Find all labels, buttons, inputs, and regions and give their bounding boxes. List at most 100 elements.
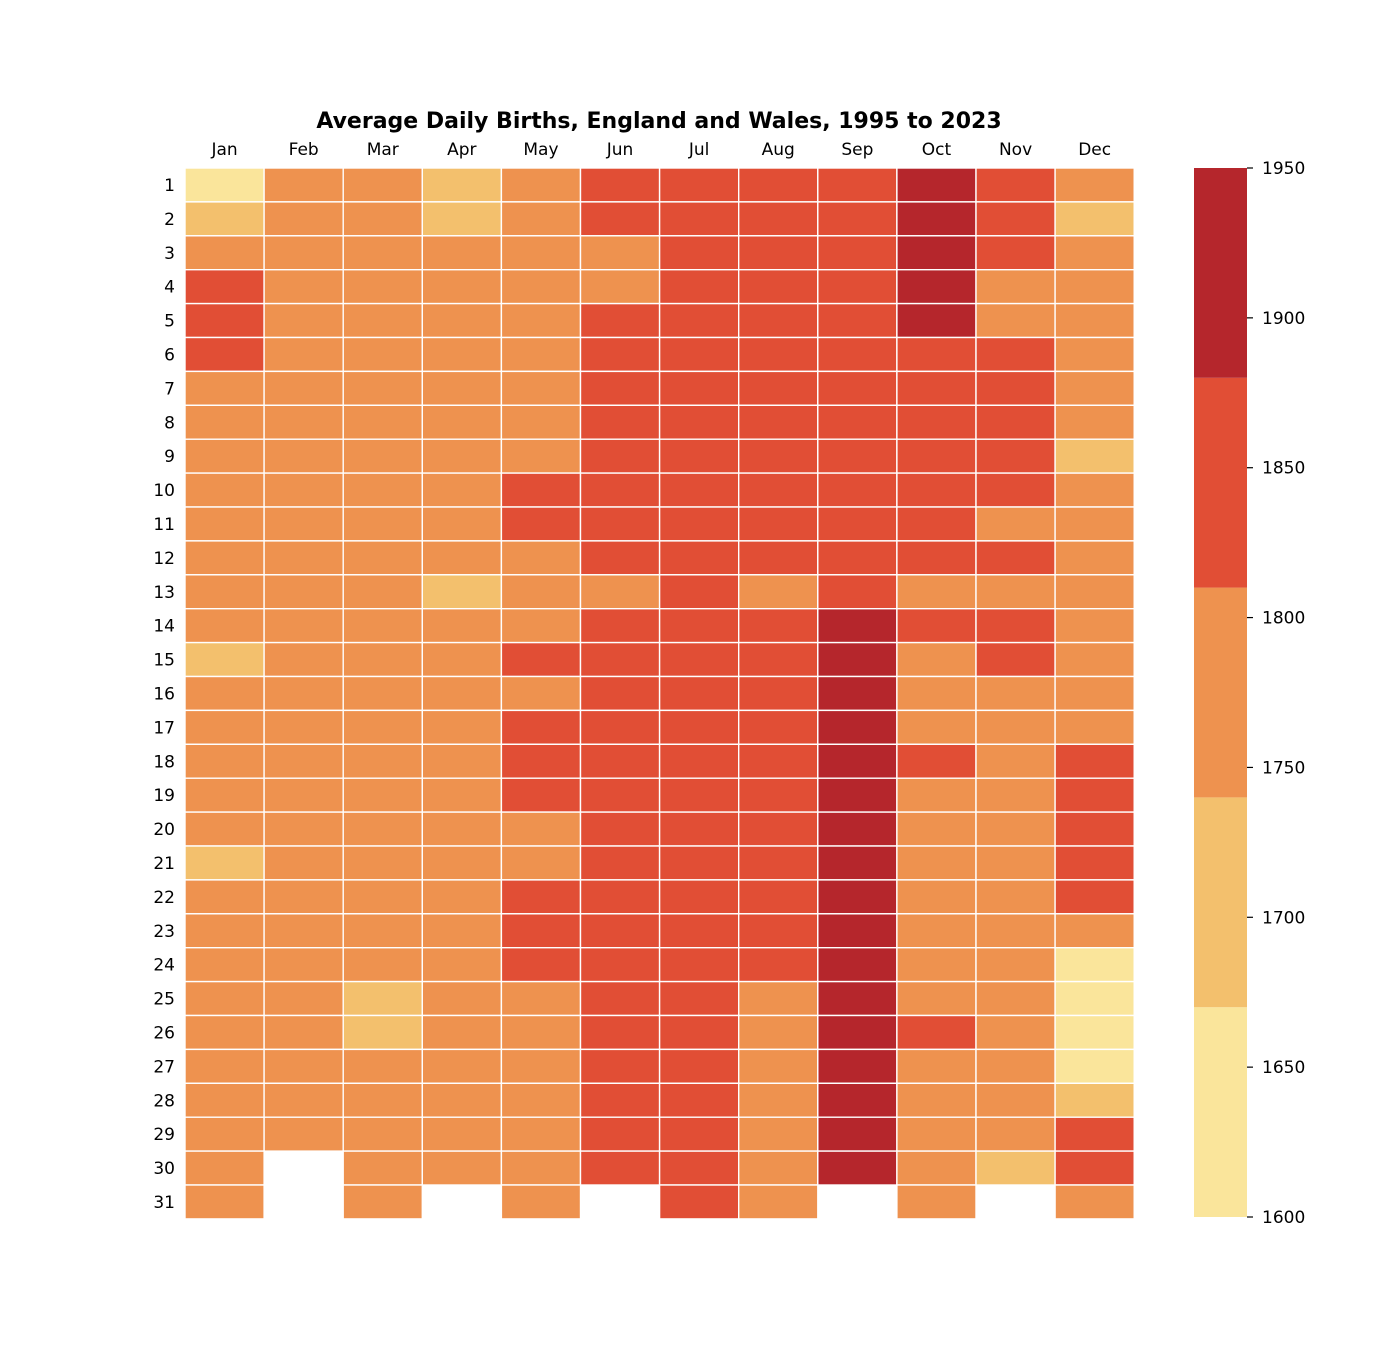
heatmap-cell-sep-29 (818, 1117, 897, 1151)
heatmap-cell-sep-10 (818, 473, 897, 507)
heatmap-cell-apr-12 (422, 541, 501, 575)
heatmap-cell-nov-4 (976, 270, 1055, 304)
heatmap-cell-oct-25 (897, 982, 976, 1016)
heatmap-cell-feb-9 (264, 439, 343, 473)
heatmap-cell-mar-3 (343, 236, 422, 270)
heatmap-cell-jun-22 (581, 880, 660, 914)
heatmap-cell-dec-26 (1055, 1016, 1134, 1050)
heatmap-cell-apr-18 (422, 744, 501, 778)
heatmap-cell-dec-27 (1055, 1049, 1134, 1083)
heatmap-cell-sep-19 (818, 778, 897, 812)
heatmap-cell-dec-6 (1055, 338, 1134, 372)
heatmap-cell-aug-6 (739, 338, 818, 372)
heatmap-cell-aug-12 (739, 541, 818, 575)
heatmap-cell-mar-14 (343, 609, 422, 643)
heatmap-cell-may-9 (501, 439, 580, 473)
heatmap-cell-sep-18 (818, 744, 897, 778)
heatmap-cell-dec-18 (1055, 744, 1134, 778)
colorbar-segment-5 (1194, 168, 1247, 378)
heatmap-cell-aug-15 (739, 643, 818, 677)
heatmap-cell-apr-9 (422, 439, 501, 473)
heatmap-cell-may-5 (501, 304, 580, 338)
heatmap-cell-apr-5 (422, 304, 501, 338)
heatmap-cell-jun-19 (581, 778, 660, 812)
heatmap-cell-aug-16 (739, 677, 818, 711)
heatmap-cell-nov-17 (976, 710, 1055, 744)
heatmap-cell-jun-5 (581, 304, 660, 338)
heatmap-cell-jun-23 (581, 914, 660, 948)
heatmap-cell-may-25 (501, 982, 580, 1016)
heatmap-cell-mar-4 (343, 270, 422, 304)
heatmap-cell-nov-5 (976, 304, 1055, 338)
day-label-16: 16 (153, 684, 175, 704)
heatmap-cell-jan-12 (185, 541, 264, 575)
heatmap-cell-mar-22 (343, 880, 422, 914)
heatmap-cell-mar-30 (343, 1151, 422, 1185)
heatmap-cell-feb-28 (264, 1083, 343, 1117)
day-label-2: 2 (164, 210, 175, 230)
heatmap-cell-may-7 (501, 371, 580, 405)
heatmap-cell-jun-1 (581, 168, 660, 202)
heatmap-cell-may-12 (501, 541, 580, 575)
heatmap-cell-sep-3 (818, 236, 897, 270)
heatmap-cell-jan-3 (185, 236, 264, 270)
heatmap-cell-jul-2 (660, 202, 739, 236)
heatmap-cell-jun-3 (581, 236, 660, 270)
heatmap-cell-jan-31 (185, 1185, 264, 1219)
month-label-jul: Jul (688, 140, 710, 160)
heatmap-cell-feb-24 (264, 948, 343, 982)
heatmap-cell-jun-10 (581, 473, 660, 507)
day-label-3: 3 (164, 244, 175, 264)
heatmap-cell-may-2 (501, 202, 580, 236)
heatmap-cell-mar-10 (343, 473, 422, 507)
heatmap-cell-feb-6 (264, 338, 343, 372)
heatmap-cell-sep-2 (818, 202, 897, 236)
heatmap-cell-mar-16 (343, 677, 422, 711)
heatmap-cell-mar-19 (343, 778, 422, 812)
heatmap-cell-jun-29 (581, 1117, 660, 1151)
heatmap-cell-nov-15 (976, 643, 1055, 677)
heatmap-cell-may-11 (501, 507, 580, 541)
heatmap-cell-jan-7 (185, 371, 264, 405)
heatmap-cell-sep-12 (818, 541, 897, 575)
heatmap-cell-aug-18 (739, 744, 818, 778)
heatmap-cell-oct-23 (897, 914, 976, 948)
heatmap-cell-may-6 (501, 338, 580, 372)
heatmap-cell-may-26 (501, 1016, 580, 1050)
heatmap-cell-jul-31 (660, 1185, 739, 1219)
heatmap-cell-jan-22 (185, 880, 264, 914)
heatmap-cell-dec-28 (1055, 1083, 1134, 1117)
colorbar-tick-label-1650: 1650 (1262, 1058, 1305, 1078)
heatmap-cell-oct-9 (897, 439, 976, 473)
heatmap-cell-nov-19 (976, 778, 1055, 812)
heatmap-cell-apr-1 (422, 168, 501, 202)
heatmap-cell-nov-1 (976, 168, 1055, 202)
heatmap-cell-dec-8 (1055, 405, 1134, 439)
heatmap-cell-oct-27 (897, 1049, 976, 1083)
month-label-apr: Apr (447, 140, 476, 160)
heatmap-cell-jan-2 (185, 202, 264, 236)
heatmap-cell-may-30 (501, 1151, 580, 1185)
heatmap-cell-jul-25 (660, 982, 739, 1016)
day-label-10: 10 (153, 481, 175, 501)
heatmap-cell-dec-23 (1055, 914, 1134, 948)
heatmap-cell-jul-10 (660, 473, 739, 507)
heatmap-cell-oct-2 (897, 202, 976, 236)
heatmap-cell-apr-15 (422, 643, 501, 677)
heatmap-cell-mar-21 (343, 846, 422, 880)
heatmap-cell-jul-29 (660, 1117, 739, 1151)
heatmap-cell-may-31 (501, 1185, 580, 1219)
heatmap-cell-jul-1 (660, 168, 739, 202)
heatmap-cell-sep-4 (818, 270, 897, 304)
heatmap-cell-jun-16 (581, 677, 660, 711)
heatmap-cell-jul-27 (660, 1049, 739, 1083)
heatmap-cell-apr-10 (422, 473, 501, 507)
heatmap-cell-apr-6 (422, 338, 501, 372)
heatmap-cell-sep-22 (818, 880, 897, 914)
month-axis: Jan Feb Mar Apr May Jun Jul Aug Sep Oct Nov Dec (210, 140, 1111, 160)
heatmap-cell-dec-1 (1055, 168, 1134, 202)
heatmap-cell-dec-12 (1055, 541, 1134, 575)
heatmap-cell-aug-3 (739, 236, 818, 270)
heatmap-cell-oct-7 (897, 371, 976, 405)
day-label-7: 7 (164, 379, 175, 399)
